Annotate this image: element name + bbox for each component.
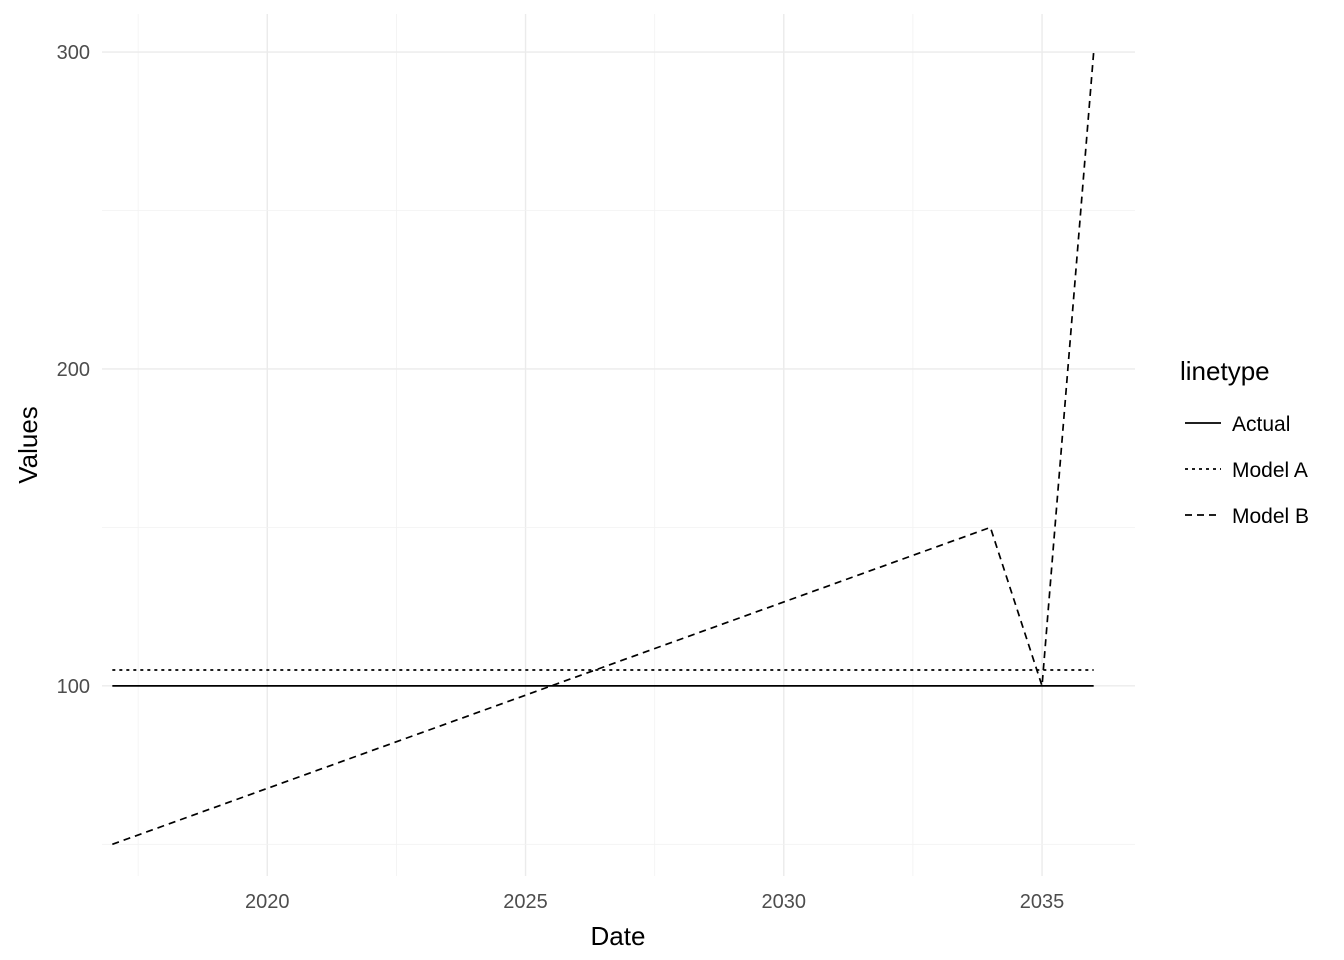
x-axis-title: Date <box>591 921 646 951</box>
legend-label: Actual <box>1232 413 1290 436</box>
x-tick-label: 2030 <box>762 891 807 913</box>
legend-title: linetype <box>1180 356 1270 386</box>
grid <box>102 14 1135 876</box>
x-tick-label: 2025 <box>503 891 548 913</box>
x-tick-label: 2020 <box>245 891 290 913</box>
y-axis-ticks: 100 200 300 <box>57 42 90 698</box>
series-line-model-b <box>112 51 1095 846</box>
legend-label: Model A <box>1232 459 1308 482</box>
legend: linetype Actual Model A Model B <box>1180 356 1309 528</box>
y-axis-title: Values <box>13 406 43 484</box>
y-tick-label: 100 <box>57 676 90 698</box>
y-tick-label: 300 <box>57 42 90 64</box>
series-lines <box>112 51 1095 846</box>
x-axis-ticks: 2020 2025 2030 2035 <box>245 891 1064 913</box>
y-tick-label: 200 <box>57 359 90 381</box>
legend-label: Model B <box>1232 505 1309 528</box>
x-tick-label: 2035 <box>1020 891 1065 913</box>
